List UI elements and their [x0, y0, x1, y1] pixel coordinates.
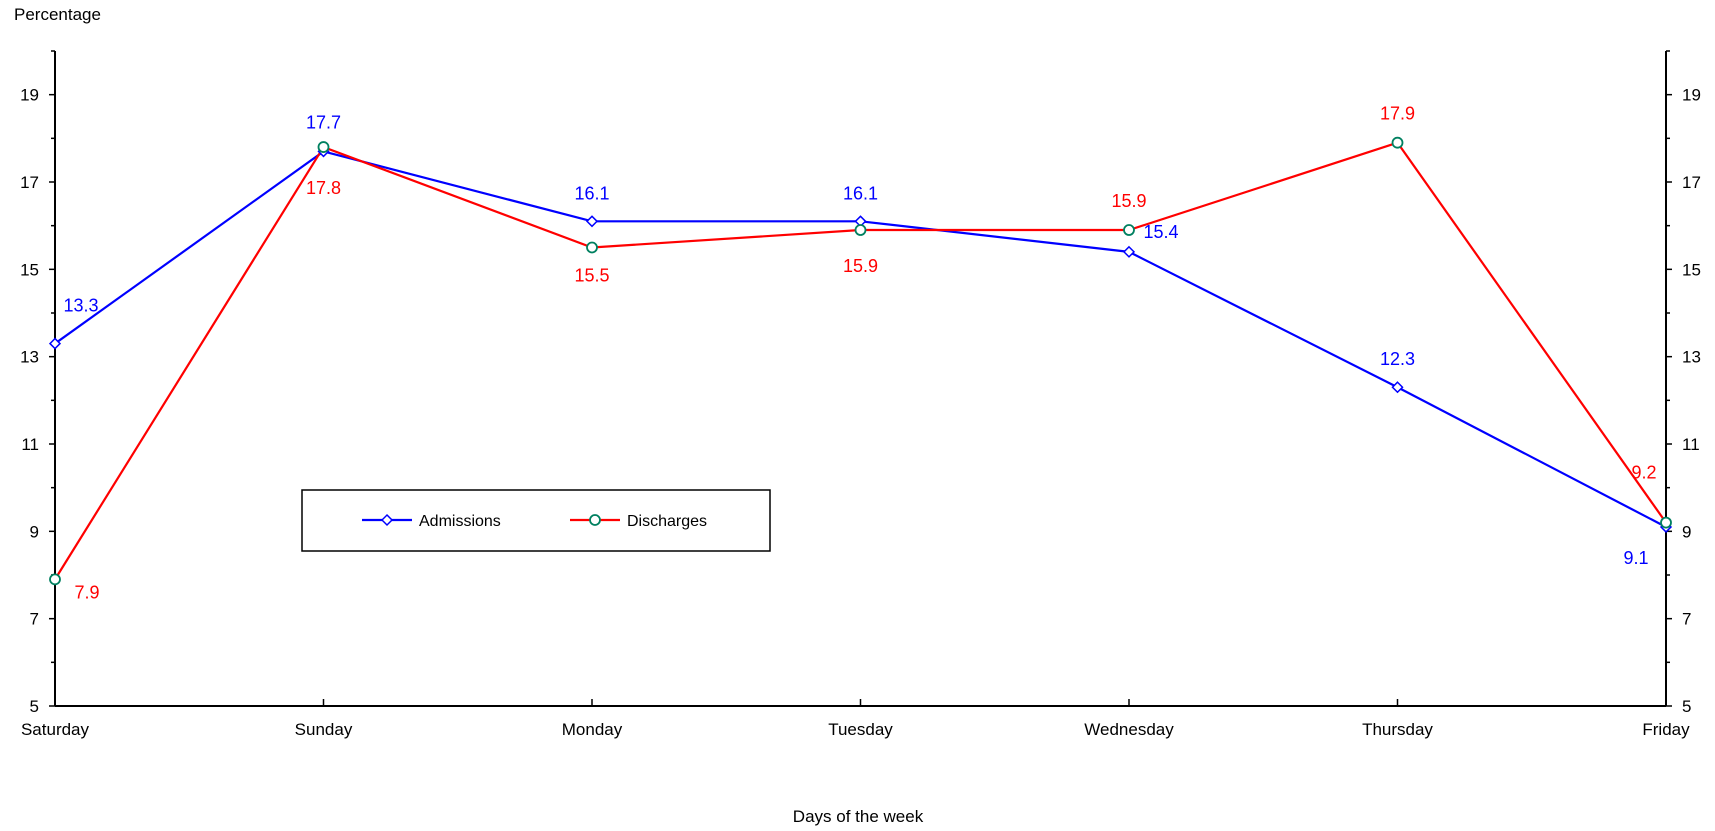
series-admissions	[54, 150, 1667, 528]
series-line	[54, 141, 1667, 580]
circle-marker	[589, 514, 601, 526]
y-axis-title: Percentage	[14, 5, 101, 24]
y-tick-label-left: 7	[30, 610, 39, 629]
data-label-discharges: 15.9	[843, 256, 878, 276]
series-layer	[48, 136, 1673, 586]
data-label-admissions: 16.1	[574, 183, 609, 203]
y-tick-label-left: 17	[20, 173, 39, 192]
data-label-discharges: 15.5	[574, 266, 609, 286]
x-tick-label: Wednesday	[1084, 720, 1174, 739]
x-tick-label: Saturday	[21, 720, 90, 739]
legend-label: Admissions	[419, 513, 501, 530]
y-tick-label-left: 11	[21, 435, 39, 454]
y-tick-label-left: 9	[30, 522, 39, 541]
circle-marker	[586, 241, 598, 254]
x-tick-label: Tuesday	[828, 720, 893, 739]
diamond-marker	[1122, 245, 1136, 258]
y-tick-label-right: 17	[1682, 173, 1701, 192]
circle-marker	[1123, 224, 1135, 236]
data-label-discharges: 9.2	[1631, 463, 1656, 483]
x-axis-title: Days of the week	[793, 807, 924, 826]
diamond-marker	[380, 513, 394, 527]
series-discharges	[54, 141, 1667, 580]
x-tick-label: Friday	[1642, 720, 1690, 739]
y-tick-label-left: 15	[20, 260, 39, 279]
markers-admissions	[48, 145, 1673, 534]
diamond-marker	[585, 215, 599, 228]
data-label-admissions: 13.3	[63, 296, 98, 316]
y-tick-label-right: 13	[1682, 348, 1701, 367]
data-label-admissions: 16.1	[843, 183, 878, 203]
y-tick-label-left: 13	[20, 348, 39, 367]
y-tick-label-right: 7	[1682, 610, 1691, 629]
y-tick-label-right: 19	[1682, 86, 1701, 105]
legend-item-admissions: Admissions	[362, 513, 501, 530]
diamond-marker	[48, 337, 62, 350]
circle-marker	[49, 573, 61, 586]
data-labels: 13.3 17.7 16.1 16.1 15.4 12.3 9.1 7.9 17.8 15.5 15…	[63, 104, 1656, 603]
axes	[54, 51, 1667, 707]
data-label-admissions: 12.3	[1380, 349, 1415, 369]
circle-marker	[1391, 136, 1404, 149]
legend: Admissions Discharges	[301, 489, 771, 552]
data-label-admissions: 9.1	[1623, 548, 1648, 568]
data-label-admissions: 17.7	[306, 112, 341, 132]
y-tick-label-left: 5	[30, 697, 39, 716]
data-label-discharges: 17.8	[306, 178, 341, 198]
circle-marker	[1660, 516, 1672, 529]
data-label-admissions: 15.4	[1143, 222, 1178, 242]
legend-label: Discharges	[627, 513, 707, 530]
y-axis-left: 5 7 9 11 13 15 17 19	[20, 50, 55, 716]
y-tick-label-right: 15	[1682, 260, 1701, 279]
y-tick-label-right: 9	[1682, 522, 1691, 541]
x-tick-label: Thursday	[1362, 720, 1433, 739]
y-tick-label-right: 5	[1682, 697, 1691, 716]
diamond-marker	[1391, 381, 1404, 394]
x-axis: Saturday Sunday Monday Tuesday Wednesday Thur…	[21, 699, 1690, 739]
y-tick-label-right: 11	[1682, 435, 1700, 454]
markers-discharges	[49, 136, 1672, 586]
y-tick-label-left: 19	[20, 86, 39, 105]
x-tick-label: Sunday	[295, 720, 353, 739]
y-axis-right: 5 7 9 11 13 15 17 19	[1666, 50, 1701, 716]
series-line	[54, 150, 1667, 528]
circle-marker	[854, 224, 867, 236]
circle-marker	[317, 141, 330, 153]
data-label-discharges: 15.9	[1111, 191, 1146, 211]
x-tick-label: Monday	[562, 720, 623, 739]
legend-item-discharges: Discharges	[570, 513, 707, 530]
data-label-discharges: 7.9	[74, 582, 99, 602]
data-label-discharges: 17.9	[1380, 104, 1415, 124]
